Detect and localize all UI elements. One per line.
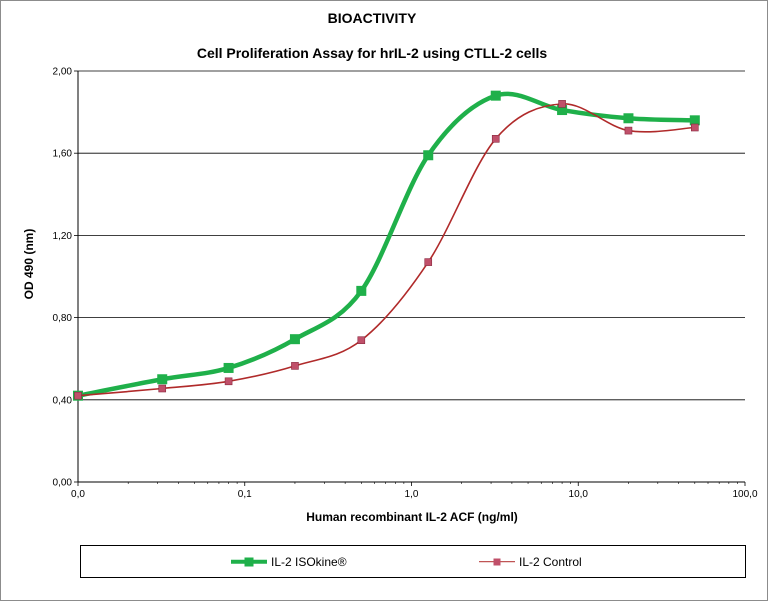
y-tick-label-2: 0,80: [53, 313, 73, 324]
data-point-1-9: [691, 123, 699, 132]
data-point-1-6: [491, 135, 500, 143]
x-tick-label-1: 0,1: [238, 489, 252, 500]
legend-item-isokine: IL-2 ISOkine®: [231, 546, 347, 577]
chart-svg: BIOACTIVITY Cell Proliferation Assay for…: [22, 10, 758, 524]
data-point-1-0: [74, 391, 82, 400]
data-point-1-8: [624, 126, 633, 135]
legend-item-control: IL-2 Control: [479, 546, 582, 577]
data-point-0-6: [490, 90, 501, 101]
data-point-0-9: [689, 115, 700, 126]
y-tick-label-0: 0,00: [53, 478, 73, 489]
data-point-1-3: [291, 362, 299, 370]
series-line-1: [77, 103, 695, 397]
y-tick-label-1: 0,40: [53, 395, 73, 406]
x-axis-label: Human recombinant IL-2 ACF (ng/ml): [306, 510, 518, 524]
y-tick-label-4: 1,60: [53, 149, 73, 160]
data-point-1-1: [158, 384, 167, 393]
data-point-1-7: [558, 100, 566, 108]
chart-title: BIOACTIVITY: [328, 10, 417, 26]
data-point-0-5: [423, 150, 434, 161]
legend-label-control: IL-2 Control: [519, 554, 582, 569]
x-tick-label-4: 100,0: [732, 489, 757, 500]
series-layer: [73, 90, 700, 401]
x-tick-label-0: 0,0: [71, 489, 85, 500]
data-point-1-2: [224, 377, 233, 386]
legend-swatch-isokine: [231, 557, 267, 567]
data-point-1-5: [424, 258, 433, 266]
data-point-0-4: [356, 285, 367, 296]
y-tick-labels: 0,00 0,40 0,80 1,20 1,60 2,00: [53, 67, 73, 489]
data-point-1-4: [357, 336, 366, 345]
y-axis-label: OD 490 (nm): [22, 229, 36, 300]
x-tick-label-3: 10,0: [569, 489, 589, 500]
legend-swatch-control: [479, 557, 515, 567]
data-point-0-7: [557, 105, 568, 116]
x-tick-label-2: 1,0: [405, 489, 419, 500]
data-point-0-1: [157, 374, 168, 385]
x-tick-labels: 0,0 0,1 1,0 10,0 100,0: [71, 489, 758, 500]
y-tick-label-3: 1,20: [53, 231, 73, 242]
data-point-0-8: [623, 113, 634, 124]
y-tick-label-5: 2,00: [53, 67, 73, 78]
data-point-0-3: [289, 334, 300, 345]
chart-subtitle: Cell Proliferation Assay for hrIL-2 usin…: [197, 45, 548, 61]
legend-label-isokine: IL-2 ISOkine®: [271, 554, 347, 569]
series-line-0: [77, 91, 695, 398]
grid-lines: [78, 70, 745, 401]
legend: IL-2 ISOkine® IL-2 Control: [80, 545, 746, 578]
axes: [74, 70, 746, 486]
data-point-0-2: [223, 362, 234, 373]
